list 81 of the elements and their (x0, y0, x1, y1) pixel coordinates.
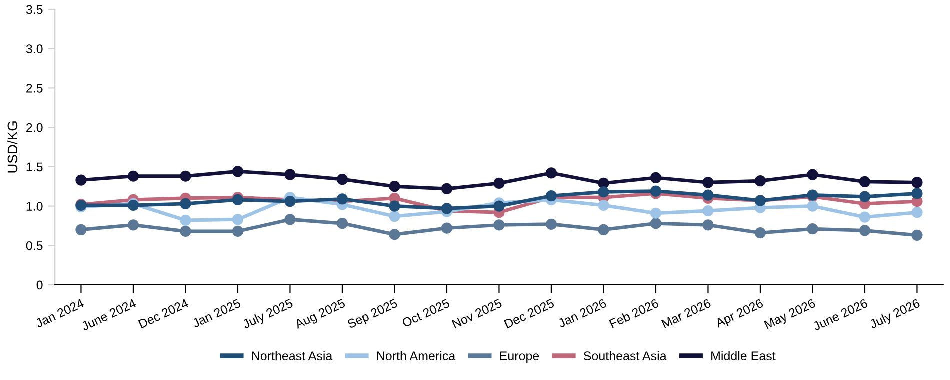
point (807, 200, 818, 212)
legend-label: Middle East (712, 351, 776, 361)
x-tick-label: Aug 2025 (294, 298, 347, 332)
point (912, 177, 923, 188)
point (598, 200, 610, 212)
y-tick-label: 3.0 (26, 44, 43, 54)
y-tick-label: 2.5 (26, 84, 43, 93)
x-tick-label: Dec 2025 (504, 298, 555, 329)
point (232, 226, 244, 238)
point (859, 225, 871, 236)
point (180, 226, 192, 238)
x-tick-label: July 2026 (868, 298, 922, 332)
point (180, 214, 192, 226)
point (859, 212, 871, 223)
point (336, 194, 348, 205)
point (702, 220, 714, 231)
y-tick-label: 0 (36, 280, 43, 290)
point (807, 169, 818, 180)
point (912, 207, 923, 218)
point (859, 191, 871, 202)
point (284, 214, 296, 226)
point (336, 174, 348, 186)
point (128, 170, 140, 182)
point (494, 200, 505, 212)
point (754, 176, 766, 187)
x-tick-label: Apr 2026 (714, 298, 765, 330)
point (546, 168, 558, 179)
x-tick-label: Jan 2026 (557, 298, 608, 328)
point (650, 218, 662, 230)
x-tick-label: Jan 2025 (192, 298, 242, 328)
point (912, 188, 923, 200)
point (336, 218, 348, 230)
point (494, 220, 505, 231)
x-tick-label: Oct 2025 (402, 298, 450, 328)
x-tick-label: Dec 2024 (138, 298, 190, 329)
point (76, 174, 87, 186)
y-tick-label: 1.0 (26, 202, 43, 211)
point (702, 177, 714, 188)
point (284, 169, 296, 180)
point (598, 186, 610, 198)
point (912, 230, 923, 241)
point (441, 203, 453, 214)
point (702, 205, 714, 217)
legend-label: Northeast Asia (252, 351, 333, 361)
point (232, 166, 244, 178)
point (389, 229, 400, 240)
point (650, 172, 662, 184)
point (441, 222, 453, 234)
legend-label: North America (377, 351, 456, 361)
x-tick-label: Nov 2025 (452, 298, 503, 329)
x-tick-label: Mar 2026 (661, 298, 712, 328)
y-axis-title: USD/KG (7, 122, 18, 173)
x-tick-label: Sep 2025 (346, 298, 400, 332)
point (650, 208, 662, 219)
x-tick-label: July 2025 (242, 298, 295, 332)
y-tick-label: 2.0 (26, 123, 43, 132)
point (180, 198, 192, 210)
point (389, 181, 400, 192)
point (389, 200, 400, 212)
point (389, 210, 400, 222)
point (859, 176, 871, 188)
point (494, 178, 505, 190)
legend-label: Southeast Asia (584, 351, 667, 361)
point (754, 227, 766, 239)
x-tick-label: Jan 2024 (34, 298, 85, 328)
legend-label: Europe (500, 352, 540, 363)
point (441, 183, 453, 195)
point (76, 224, 87, 236)
y-tick-label: 1.5 (26, 162, 43, 172)
x-tick-label: Feb 2026 (609, 298, 660, 328)
point (232, 214, 244, 226)
point (702, 190, 714, 201)
y-tick-label: 0.5 (26, 241, 43, 250)
point (807, 224, 818, 235)
point (598, 224, 610, 236)
point (232, 194, 244, 206)
y-tick-label: 3.5 (26, 5, 43, 14)
point (546, 218, 558, 230)
point (128, 220, 140, 231)
point (650, 186, 662, 197)
point (180, 170, 192, 182)
